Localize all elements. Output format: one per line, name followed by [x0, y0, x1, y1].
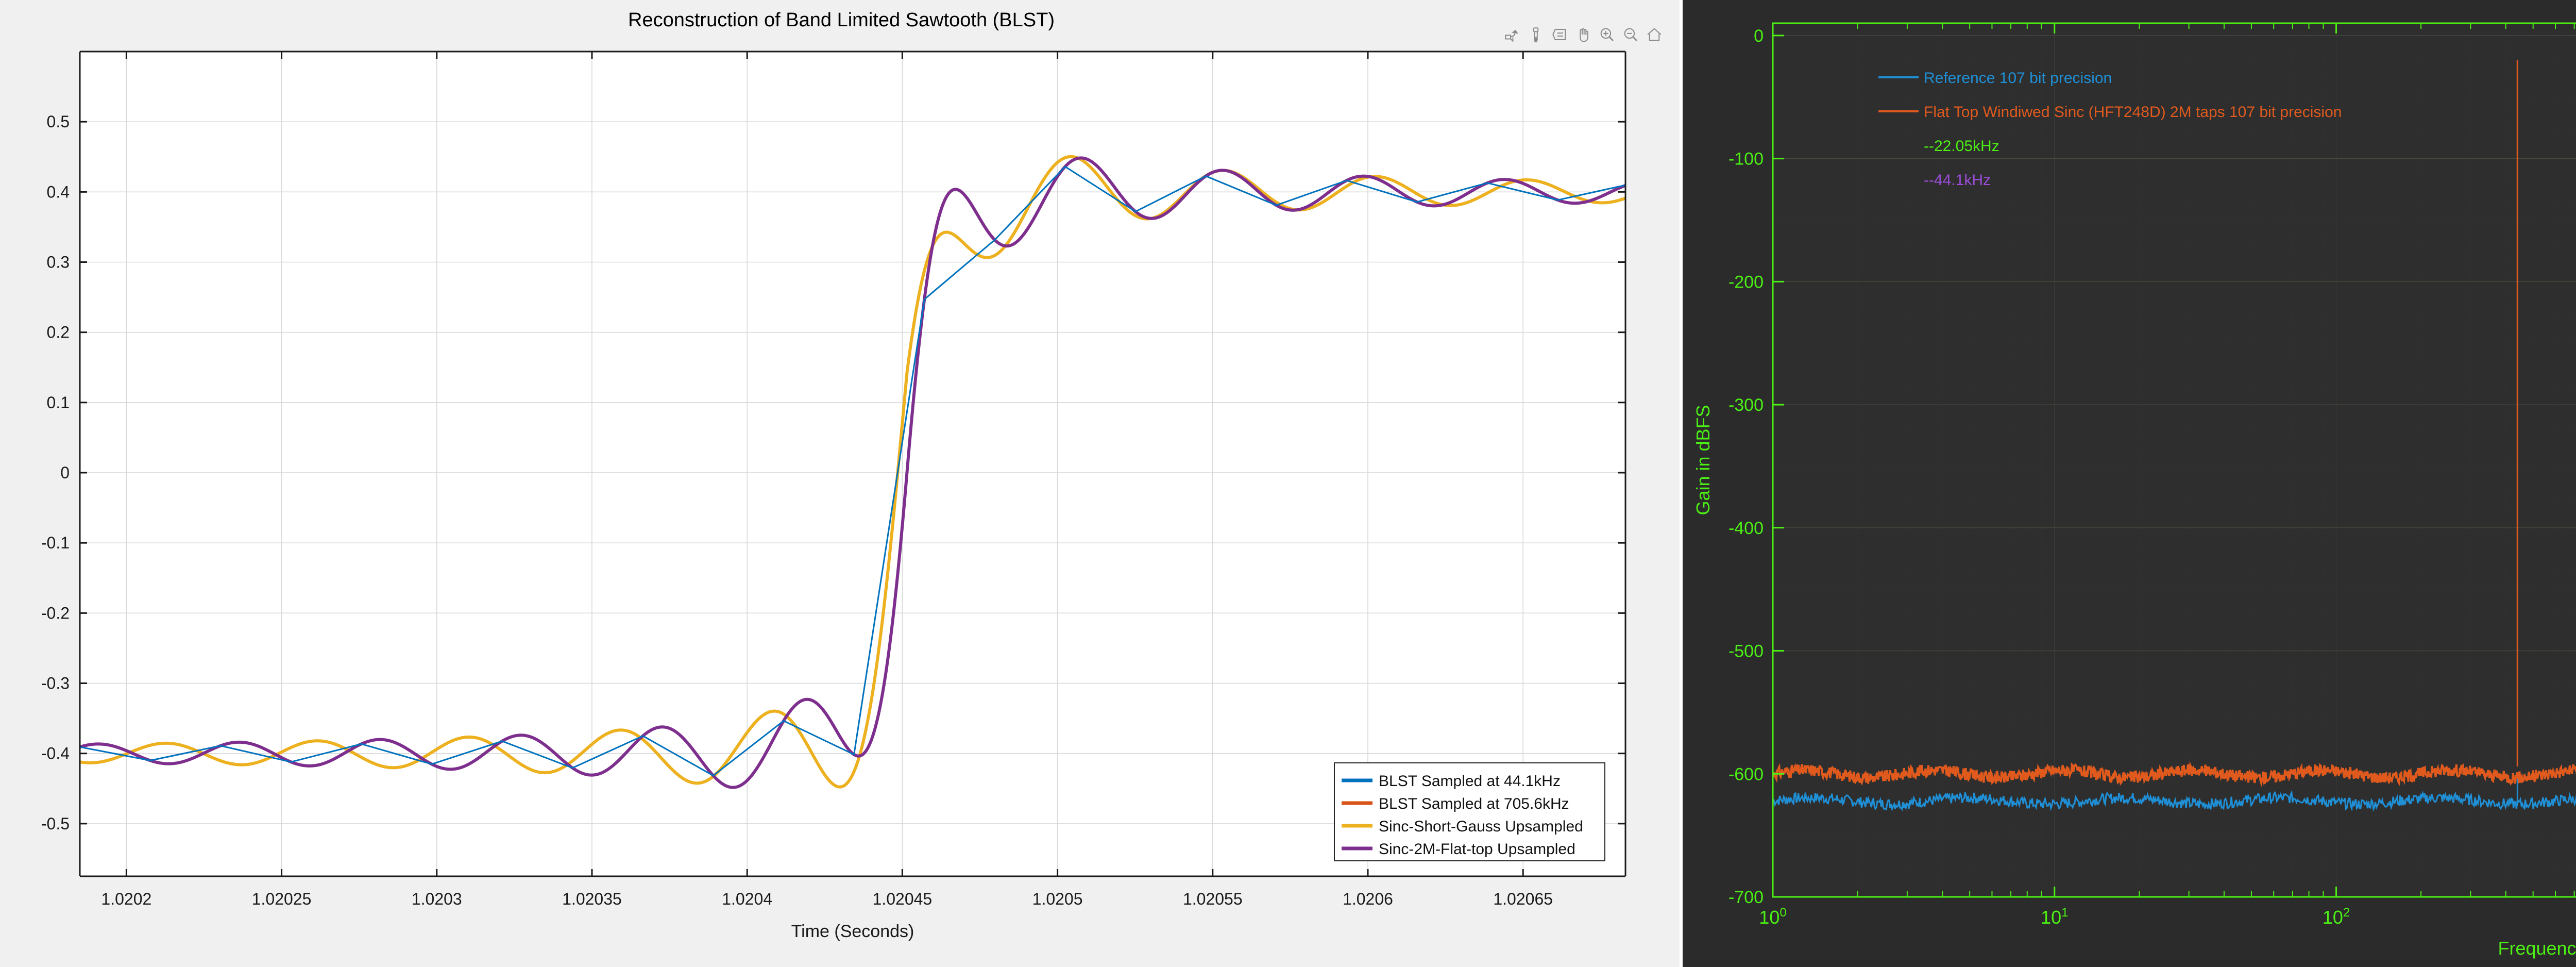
- axes-toolbar[interactable]: [1502, 25, 1664, 44]
- time-domain-figure: Reconstruction of Band Limited Sawtooth …: [0, 0, 1683, 967]
- svg-text:1.02055: 1.02055: [1183, 890, 1243, 908]
- legend-label: --44.1kHz: [1924, 172, 1991, 189]
- left-chart-title: Reconstruction of Band Limited Sawtooth …: [628, 9, 1055, 31]
- svg-text:1.0203: 1.0203: [412, 890, 462, 908]
- zoom-in-icon[interactable]: [1597, 25, 1617, 44]
- harmonic-spikes: [2516, 60, 2518, 806]
- series-group: [1773, 60, 2576, 812]
- left-xaxis-label: Time (Seconds): [791, 922, 914, 941]
- legend-label: Sinc-2M-Flat-top Upsampled: [1379, 841, 1575, 858]
- series-reference-floor: [1773, 789, 2576, 812]
- left-figure-titlebar: Reconstruction of Band Limited Sawtooth …: [0, 0, 1680, 52]
- y-tick-label: -500: [1728, 642, 1764, 661]
- legend-label: Sinc-Short-Gauss Upsampled: [1379, 818, 1583, 835]
- svg-text:0: 0: [60, 463, 70, 482]
- svg-text:-0.4: -0.4: [41, 744, 70, 763]
- y-tick-label: -200: [1728, 272, 1764, 292]
- zoom-out-icon[interactable]: [1621, 25, 1640, 44]
- y-tick-label: 0: [1754, 26, 1764, 46]
- svg-text:0.2: 0.2: [47, 323, 70, 342]
- y-tick-label: -300: [1728, 395, 1764, 415]
- svg-text:1.0202: 1.0202: [101, 890, 151, 908]
- svg-text:1.0206: 1.0206: [1343, 890, 1393, 908]
- right-yaxis-label: Gain in dBFS: [1692, 405, 1714, 515]
- svg-text:0.1: 0.1: [47, 393, 70, 412]
- pan-icon[interactable]: [1573, 25, 1593, 44]
- svg-text:-0.5: -0.5: [41, 814, 70, 833]
- svg-text:1.0204: 1.0204: [722, 890, 772, 908]
- svg-text:-0.1: -0.1: [41, 533, 70, 552]
- svg-text:1.02035: 1.02035: [562, 890, 622, 908]
- svg-text:0.5: 0.5: [47, 112, 70, 131]
- time-domain-svg: 1.0202 1.02025 1.0203 1.02035 1.0204 1.02045 1…: [41, 51, 1626, 941]
- export-icon[interactable]: [1502, 25, 1522, 44]
- svg-text:0.3: 0.3: [47, 253, 70, 272]
- series-group: [80, 155, 1625, 789]
- svg-text:1.02045: 1.02045: [873, 890, 933, 908]
- frequency-spectrum-svg: 0-100-200-300-400-500-600-70010010110210…: [1683, 0, 2576, 967]
- brush-icon[interactable]: [1526, 25, 1546, 44]
- series-filter-floor: [1773, 761, 2576, 788]
- gridlines: [80, 52, 1625, 876]
- restore-view-icon[interactable]: [1645, 25, 1664, 44]
- svg-text:1.02025: 1.02025: [252, 890, 312, 908]
- legend-label: BLST Sampled at 705.6kHz: [1379, 795, 1569, 812]
- legend-label: BLST Sampled at 44.1kHz: [1379, 773, 1561, 790]
- frequency-spectrum-figure: Frequency Spectrum: Band Limited Saw Too…: [1683, 0, 2576, 967]
- right-legend: Reference 107 bit precision Flat Top Wind…: [1878, 70, 2342, 189]
- data-tips-icon[interactable]: [1550, 25, 1569, 44]
- time-domain-axes[interactable]: 1.0202 1.02025 1.0203 1.02035 1.0204 1.02045 1…: [0, 0, 1683, 967]
- legend-label: Reference 107 bit precision: [1924, 70, 2112, 87]
- svg-text:1.02065: 1.02065: [1493, 890, 1553, 908]
- axis: 0-100-200-300-400-500-600-70010010110210…: [1728, 22, 2576, 928]
- legend-label: Flat Top Windiwed Sinc (HFT248D) 2M taps…: [1924, 104, 2342, 121]
- axis: 1.0202 1.02025 1.0203 1.02035 1.0204 1.02045 1…: [41, 51, 1626, 908]
- series-blst-44k: [80, 165, 1625, 777]
- svg-text:-0.3: -0.3: [41, 674, 70, 693]
- y-tick-label: -100: [1728, 149, 1764, 169]
- frequency-spectrum-axes[interactable]: 0-100-200-300-400-500-600-70010010110210…: [1683, 0, 2576, 967]
- svg-text:-0.2: -0.2: [41, 604, 70, 622]
- y-tick-label: -400: [1728, 519, 1764, 538]
- right-xaxis-label: Frequency (Hz): [2498, 938, 2576, 959]
- svg-text:0.4: 0.4: [47, 182, 70, 201]
- y-tick-label: -600: [1728, 764, 1764, 784]
- legend-label: --22.05kHz: [1924, 138, 1999, 155]
- left-legend: BLST Sampled at 44.1kHz BLST Sampled at 7…: [1334, 762, 1605, 861]
- svg-text:1.0205: 1.0205: [1032, 890, 1083, 908]
- y-tick-label: -700: [1728, 888, 1764, 907]
